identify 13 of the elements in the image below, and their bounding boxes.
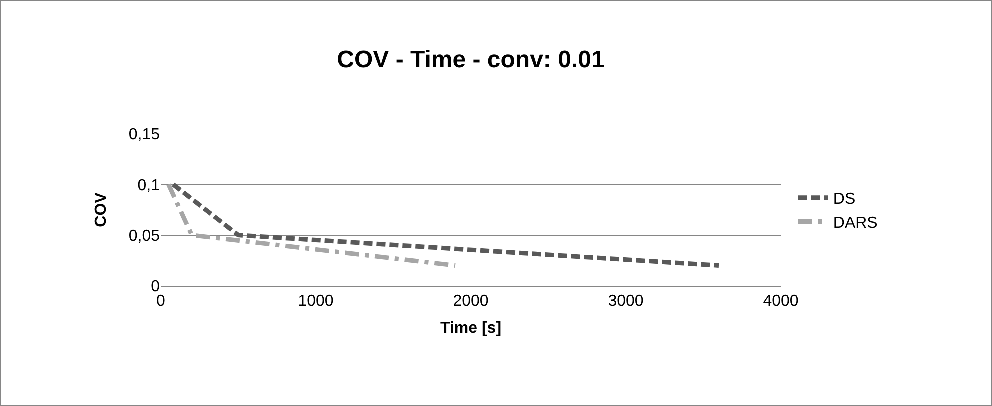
x-tick-label: 3000 bbox=[608, 293, 644, 310]
y-axis-title: COV bbox=[92, 192, 110, 228]
y-tick-label: 0,15 bbox=[128, 126, 160, 144]
x-axis-title: Time [s] bbox=[440, 320, 502, 337]
x-tick-label: 2000 bbox=[453, 293, 489, 310]
y-tick-label: 0,1 bbox=[138, 177, 160, 194]
x-tick-label: 4000 bbox=[763, 293, 799, 310]
chart-title: COV - Time - conv: 0.01 bbox=[337, 46, 605, 74]
x-tick-label: 1000 bbox=[298, 293, 334, 310]
legend-label: DS bbox=[833, 191, 856, 208]
y-tick-label: 0,05 bbox=[128, 228, 160, 245]
legend-label: DARS bbox=[833, 214, 878, 232]
y-tick-label: 0 bbox=[151, 278, 160, 296]
